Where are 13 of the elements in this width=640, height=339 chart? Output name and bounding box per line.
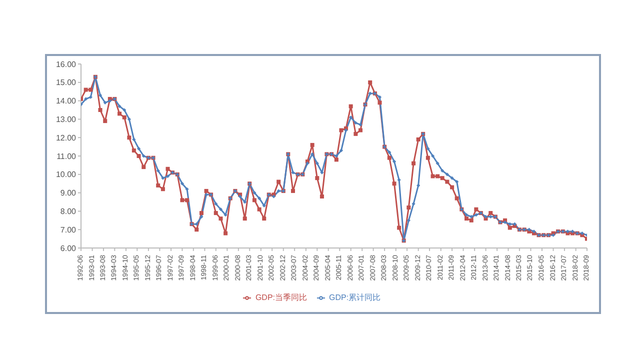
y-tick-label: 16.00: [56, 60, 77, 69]
y-tick-label: 12.00: [56, 133, 77, 142]
y-tick-label: 8.00: [60, 207, 77, 216]
y-tick-label: 7.00: [60, 225, 77, 234]
y-tick-label: 6.00: [60, 244, 77, 253]
y-tick-label: 13.00: [56, 115, 77, 124]
legend-label: GDP:累计同比: [329, 293, 381, 302]
y-tick-label: 11.00: [56, 152, 77, 161]
legend-label: GDP:当季同比: [255, 293, 307, 302]
y-tick-label: 14.00: [56, 96, 77, 106]
y-tick-label: 15.00: [56, 78, 77, 88]
y-tick-label: 10.00: [56, 170, 77, 180]
y-tick-label: 9.00: [60, 188, 77, 198]
